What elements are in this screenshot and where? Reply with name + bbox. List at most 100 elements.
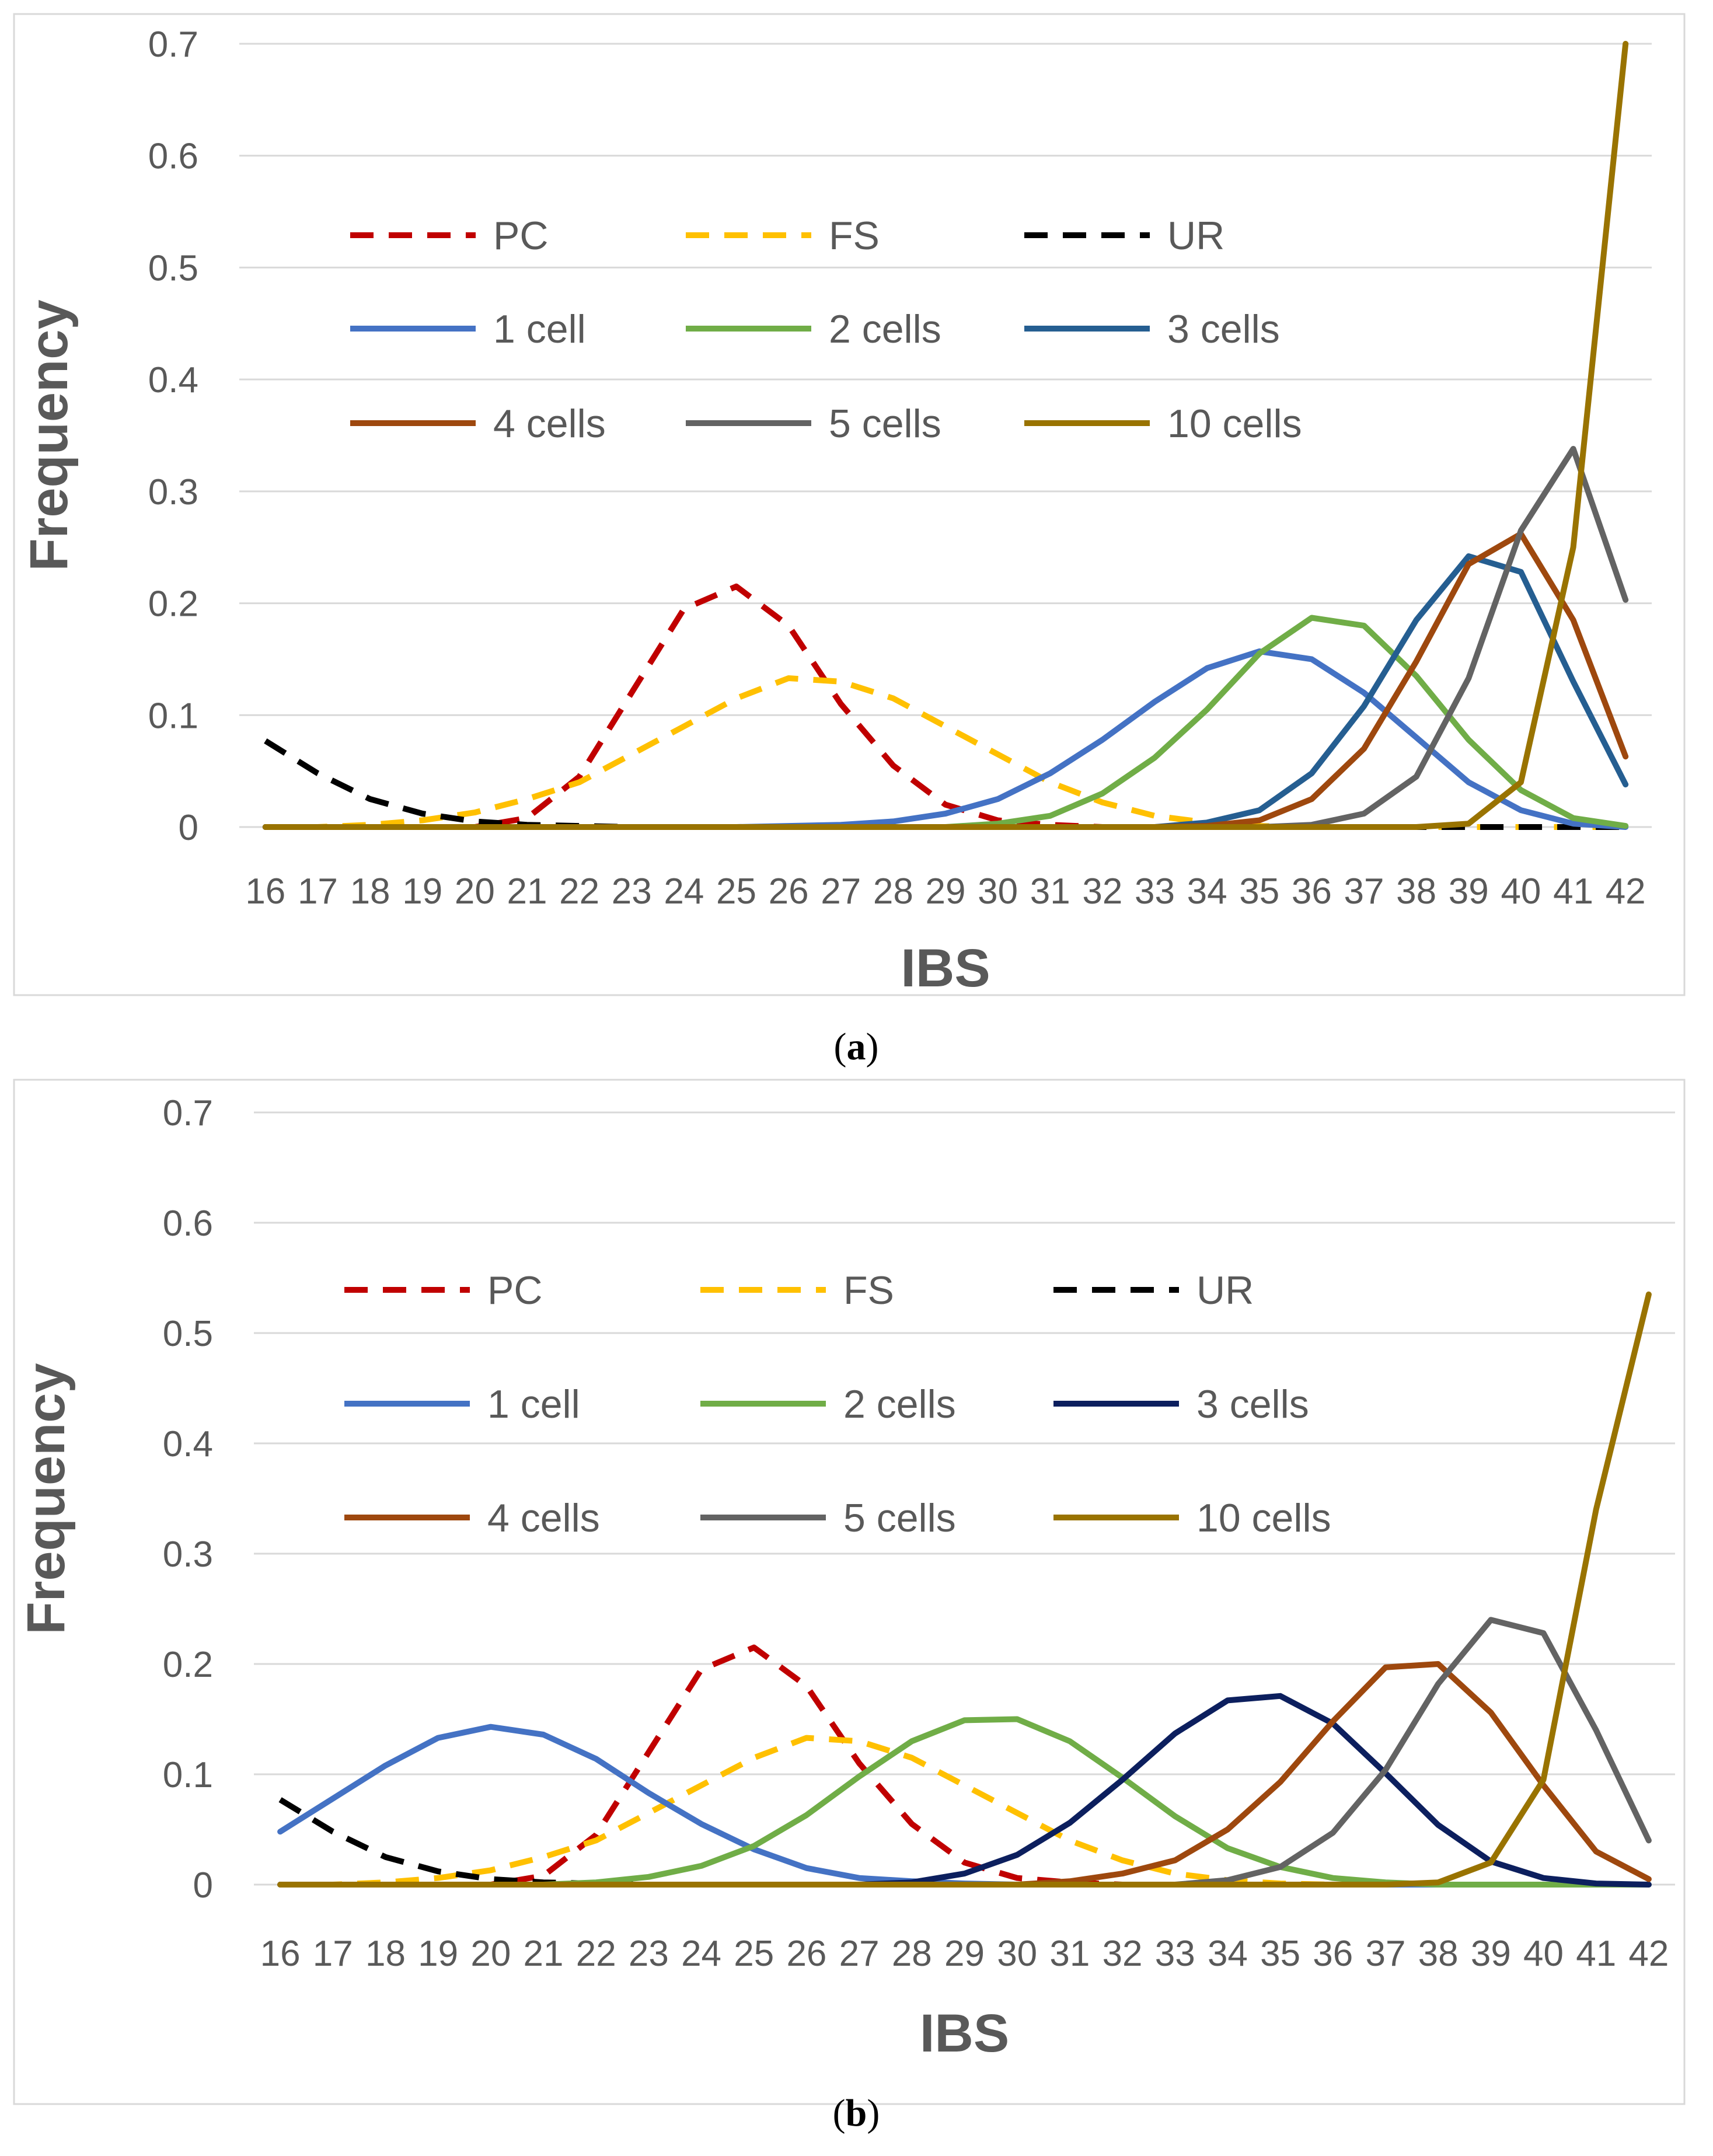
x-tick-label: 40 bbox=[1523, 1934, 1564, 1974]
legend-label-4-cells: 4 cells bbox=[487, 1496, 600, 1540]
caption-a: (a) bbox=[834, 1025, 879, 1068]
x-tick-label: 34 bbox=[1187, 871, 1227, 912]
series-line-pc bbox=[265, 583, 1626, 830]
x-tick-label: 21 bbox=[524, 1934, 564, 1974]
legend-label-fs: FS bbox=[829, 214, 880, 258]
x-tick-label: 25 bbox=[734, 1934, 774, 1974]
x-tick-label: 22 bbox=[576, 1934, 616, 1974]
y-tick-label: 0.5 bbox=[163, 1314, 213, 1354]
y-tick-label: 0.1 bbox=[163, 1755, 213, 1795]
x-tick-label: 30 bbox=[997, 1934, 1037, 1974]
x-tick-label: 23 bbox=[629, 1934, 669, 1974]
x-tick-label: 17 bbox=[298, 871, 338, 912]
x-tick-label: 32 bbox=[1103, 1934, 1143, 1974]
y-tick-label: 0.3 bbox=[148, 472, 198, 512]
legend-label-1-cell: 1 cell bbox=[493, 307, 586, 351]
legend-label-3-cells: 3 cells bbox=[1196, 1382, 1309, 1426]
caption-paren-open: ( bbox=[834, 1025, 847, 1068]
x-tick-label: 36 bbox=[1292, 871, 1332, 912]
x-tick-label: 35 bbox=[1260, 1934, 1300, 1974]
x-tick-label: 19 bbox=[418, 1934, 458, 1974]
x-tick-label: 24 bbox=[681, 1934, 721, 1974]
y-tick-label: 0.1 bbox=[148, 696, 198, 736]
x-tick-label: 38 bbox=[1396, 871, 1436, 912]
y-tick-label: 0.4 bbox=[148, 360, 198, 400]
y-axis-title: Frequency bbox=[19, 299, 79, 571]
x-tick-label: 26 bbox=[769, 871, 809, 912]
x-tick-label: 39 bbox=[1449, 871, 1489, 912]
x-tick-label: 18 bbox=[365, 1934, 406, 1974]
x-tick-label: 31 bbox=[1049, 1934, 1090, 1974]
x-tick-label: 27 bbox=[839, 1934, 880, 1974]
x-tick-label: 26 bbox=[786, 1934, 826, 1974]
chart-panel-b: 0 0.1 0.2 0.3 0.4 0.5 0.6 0.7 16 17 18 19 20 21 22 23 24… bbox=[13, 1079, 1686, 2105]
y-tick-label: 0.7 bbox=[163, 1093, 213, 1133]
y-tick-label: 0.6 bbox=[163, 1203, 213, 1244]
caption-b: (b) bbox=[833, 2092, 880, 2134]
legend-label-3-cells: 3 cells bbox=[1167, 307, 1280, 351]
x-tick-label: 31 bbox=[1030, 871, 1070, 912]
legend-label-pc: PC bbox=[487, 1268, 542, 1313]
legend-label-10-cells: 10 cells bbox=[1167, 402, 1302, 446]
x-tick-label: 33 bbox=[1155, 1934, 1195, 1974]
x-tick-label: 22 bbox=[559, 871, 599, 912]
x-tick-label: 28 bbox=[873, 871, 913, 912]
y-tick-label: 0.3 bbox=[163, 1534, 213, 1575]
x-tick-label: 34 bbox=[1208, 1934, 1248, 1974]
caption-letter: b bbox=[846, 2092, 867, 2134]
chart-frame bbox=[13, 1079, 1686, 2105]
x-tick-label: 16 bbox=[260, 1934, 301, 1974]
x-tick-label: 37 bbox=[1365, 1934, 1405, 1974]
x-tick-label: 30 bbox=[978, 871, 1018, 912]
x-tick-label: 16 bbox=[245, 871, 285, 912]
legend-label-1-cell: 1 cell bbox=[487, 1382, 580, 1426]
x-tick-label: 40 bbox=[1501, 871, 1541, 912]
x-tick-label: 42 bbox=[1628, 1934, 1669, 1974]
y-tick-label: 0.5 bbox=[148, 248, 198, 288]
x-tick-label: 24 bbox=[664, 871, 704, 912]
legend-label-ur: UR bbox=[1167, 214, 1224, 258]
legend-label-5-cells: 5 cells bbox=[843, 1496, 956, 1540]
x-tick-label: 33 bbox=[1135, 871, 1175, 912]
chart-frame bbox=[13, 13, 1686, 996]
legend-label-fs: FS bbox=[843, 1268, 894, 1313]
x-axis-title: IBS bbox=[920, 2004, 1009, 2063]
x-tick-label: 39 bbox=[1471, 1934, 1511, 1974]
y-tick-label: 0 bbox=[193, 1865, 213, 1906]
legend-label-2-cells: 2 cells bbox=[843, 1382, 956, 1426]
caption-paren-open: ( bbox=[833, 2092, 846, 2134]
x-tick-label: 35 bbox=[1239, 871, 1279, 912]
x-axis-title: IBS bbox=[901, 939, 990, 998]
y-tick-label: 0.7 bbox=[148, 25, 198, 65]
x-tick-label: 18 bbox=[350, 871, 390, 912]
x-tick-label: 28 bbox=[892, 1934, 932, 1974]
x-tick-label: 23 bbox=[612, 871, 652, 912]
x-tick-label: 32 bbox=[1082, 871, 1122, 912]
caption-letter: a bbox=[847, 1025, 866, 1068]
y-tick-label: 0 bbox=[179, 808, 198, 848]
legend-label-2-cells: 2 cells bbox=[829, 307, 941, 351]
series-line-10-cells bbox=[262, 41, 1629, 830]
legend-label-4-cells: 4 cells bbox=[493, 402, 606, 446]
legend-label-10-cells: 10 cells bbox=[1196, 1496, 1331, 1540]
series-line-pc bbox=[280, 1644, 1649, 1888]
x-tick-label: 29 bbox=[926, 871, 966, 912]
x-tick-label: 42 bbox=[1606, 871, 1646, 912]
x-tick-label: 29 bbox=[944, 1934, 985, 1974]
series-line-10-cells bbox=[277, 1291, 1652, 1888]
x-tick-label: 20 bbox=[470, 1934, 511, 1974]
y-tick-label: 0.4 bbox=[163, 1424, 213, 1464]
x-tick-label: 25 bbox=[716, 871, 756, 912]
x-tick-label: 19 bbox=[402, 871, 442, 912]
x-tick-label: 37 bbox=[1344, 871, 1384, 912]
legend-label-pc: PC bbox=[493, 214, 548, 258]
legend-label-ur: UR bbox=[1196, 1268, 1254, 1313]
x-tick-label: 27 bbox=[821, 871, 861, 912]
caption-paren-close: ) bbox=[866, 1025, 879, 1068]
x-tick-label: 38 bbox=[1418, 1934, 1459, 1974]
x-tick-label: 41 bbox=[1553, 871, 1593, 912]
x-tick-label: 20 bbox=[455, 871, 495, 912]
caption-paren-close: ) bbox=[867, 2092, 880, 2134]
y-tick-label: 0.2 bbox=[163, 1645, 213, 1685]
y-tick-label: 0.2 bbox=[148, 584, 198, 625]
